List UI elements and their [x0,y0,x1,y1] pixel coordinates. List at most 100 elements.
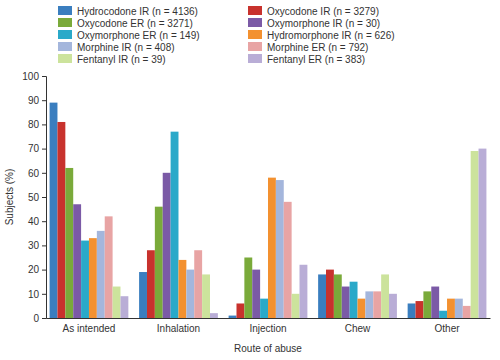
y-tick: 40 [28,216,46,227]
x-tick-label: Inhalation [157,323,200,334]
series [65,168,431,318]
x-tick-label: Other [435,323,461,334]
bar [147,250,155,318]
x-axis-title: Route of abuse [234,343,302,354]
bar [81,241,89,318]
legend-label: Fentanyl ER (n = 383) [267,54,365,65]
bar [284,202,292,318]
y-tick-label: 70 [28,143,40,154]
bar [471,151,479,318]
bar [416,301,424,318]
bar [455,299,463,318]
y-tick-label: 90 [28,95,40,106]
bar [358,299,366,318]
bar [97,231,105,318]
legend-item: Oxymorphone IR (n = 30) [248,18,380,29]
x-tick-label: Injection [249,323,286,334]
bar [163,173,171,318]
y-tick: 80 [28,119,46,130]
x-tick: Injection [249,318,286,334]
y-tick: 60 [28,168,46,179]
chart: 0102030405060708090100As intendedInhalat… [0,0,500,360]
bar [120,296,128,318]
legend-item: Morphine IR (n = 408) [58,42,175,53]
bar [342,287,350,318]
bar [268,178,276,318]
bar [431,287,439,318]
legend-swatch [248,18,262,27]
y-tick: 30 [28,240,46,251]
y-tick-mark [42,149,46,150]
plot: 0102030405060708090100As intendedInhalat… [22,71,490,334]
bar [292,294,300,318]
y-tick-label: 0 [33,313,39,324]
bar [155,207,163,318]
y-tick-label: 50 [28,192,40,203]
x-tick-label: As intended [63,323,116,334]
series [50,103,416,318]
legend: Hydrocodone IR (n = 4136) Oxycodone IR (n… [58,6,395,65]
x-axis: As intended Inhalation Injection Chew Other [47,318,491,334]
series [81,132,447,318]
series [57,122,423,318]
series [113,151,479,318]
bar [334,274,342,318]
y-tick-label: 80 [28,119,40,130]
y-tick-mark [42,245,46,246]
legend-swatch [58,54,72,63]
series [120,149,486,318]
y-tick: 0 [33,313,46,324]
bar [194,250,202,318]
bar [479,149,487,318]
bar [389,294,397,318]
series [97,180,463,318]
y-tick: 50 [28,192,46,203]
y-tick-label: 60 [28,168,40,179]
x-axis-line [47,318,491,319]
legend-swatch [248,54,262,63]
bar [423,291,431,318]
legend-label: Hydrocodone IR (n = 4136) [77,6,198,17]
y-tick: 70 [28,143,46,154]
legend-swatch [58,30,72,39]
legend-item: Morphine ER (n = 792) [248,42,368,53]
legend-label: Oxymorphone ER (n = 149) [77,30,200,41]
series [73,173,439,318]
legend-label: Oxycodone IR (n = 3279) [267,6,379,17]
legend-item: Hydromorphone IR (n = 626) [248,30,395,41]
bar [350,282,358,318]
y-tick: 20 [28,264,46,275]
legend-label: Oxycodone ER (n = 3271) [77,18,193,29]
legend-label: Morphine IR (n = 408) [77,42,175,53]
y-tick-label: 20 [28,264,40,275]
legend-swatch [248,6,262,15]
legend-item: Oxymorphone ER (n = 149) [58,30,200,41]
x-tick: Inhalation [157,318,200,334]
legend-item: Fentanyl IR (n = 39) [58,54,166,65]
bar [326,270,334,318]
bar [381,274,389,318]
bar [463,306,471,318]
bar [65,168,73,318]
y-tick-label: 30 [28,240,40,251]
y-tick: 10 [28,289,46,300]
y-tick-mark [42,270,46,271]
bar [318,274,326,318]
legend-label: Hydromorphone IR (n = 626) [267,30,395,41]
bar [186,270,194,318]
bar [89,238,97,318]
x-tick-label: Chew [345,323,371,334]
bar [447,299,455,318]
y-tick-mark [42,221,46,222]
bar [73,204,81,318]
bar [139,272,147,318]
bar [244,258,252,319]
legend-label: Oxymorphone IR (n = 30) [267,18,380,29]
y-tick-mark [42,294,46,295]
y-axis-title: Subjects (%) [4,169,15,226]
x-tick: Other [435,318,461,334]
bar [300,265,308,318]
y-tick-mark [42,124,46,125]
series [89,178,455,318]
bar [236,303,244,318]
